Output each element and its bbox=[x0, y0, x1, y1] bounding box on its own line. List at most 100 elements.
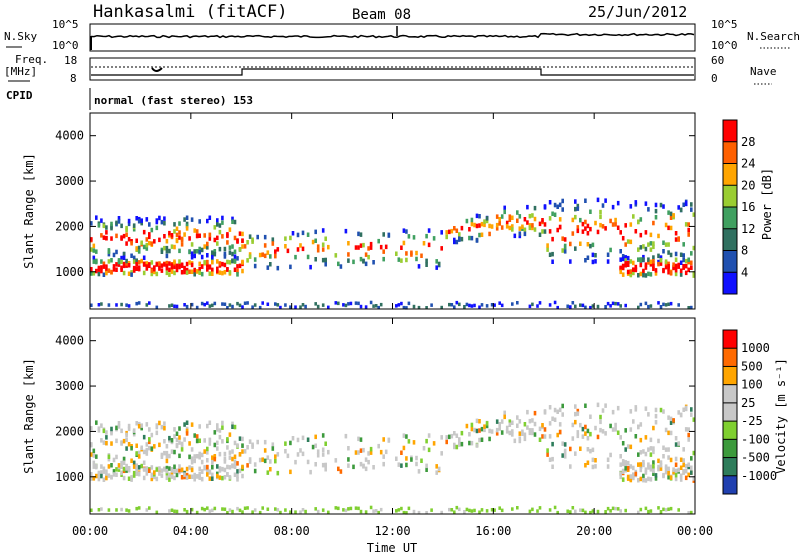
heatmap-cell bbox=[538, 437, 542, 442]
heatmap-cell bbox=[632, 419, 635, 424]
heatmap-cell bbox=[500, 419, 504, 424]
heatmap-cell bbox=[115, 438, 118, 444]
heatmap-cell bbox=[692, 417, 696, 422]
heatmap-cell bbox=[475, 223, 479, 229]
colorbar-tick-label: 24 bbox=[741, 157, 755, 171]
heatmap-cell bbox=[576, 430, 580, 435]
heatmap-cell bbox=[180, 442, 184, 448]
heatmap-cell bbox=[561, 207, 564, 212]
heatmap-cell bbox=[417, 469, 421, 474]
heatmap-cell bbox=[163, 234, 166, 239]
heatmap-cell bbox=[137, 471, 141, 477]
heatmap-cell bbox=[523, 217, 527, 222]
heatmap-cell bbox=[359, 256, 363, 262]
heatmap-cell bbox=[440, 435, 443, 440]
heatmap-cell bbox=[589, 305, 592, 310]
heatmap-cell bbox=[684, 263, 688, 269]
heatmap-cell bbox=[226, 259, 229, 265]
heatmap-cell bbox=[639, 232, 643, 238]
heatmap-cell bbox=[412, 509, 416, 514]
heatmap-cell bbox=[367, 254, 370, 260]
heatmap-cell bbox=[100, 464, 103, 469]
heatmap-cell bbox=[621, 236, 625, 241]
heatmap-cell bbox=[599, 214, 602, 220]
heatmap-cell bbox=[579, 217, 582, 223]
heatmap-cell bbox=[173, 464, 176, 469]
heatmap-cell bbox=[402, 433, 406, 438]
heatmap-cell bbox=[516, 210, 519, 215]
heatmap-cell bbox=[470, 426, 474, 432]
heatmap-cell bbox=[690, 510, 693, 515]
colorbar-segment bbox=[723, 330, 737, 349]
heatmap-cell bbox=[185, 466, 189, 472]
heatmap-cell bbox=[475, 238, 479, 243]
heatmap-cell bbox=[649, 467, 653, 472]
heatmap-cell bbox=[193, 249, 196, 254]
time-tick-label: 00:00 bbox=[677, 524, 713, 538]
heatmap-cell bbox=[548, 229, 552, 234]
heatmap-cell bbox=[473, 303, 476, 308]
heatmap-cell bbox=[135, 216, 138, 221]
heatmap-cell bbox=[190, 217, 194, 222]
heatmap-cell bbox=[337, 301, 340, 306]
heatmap-cell bbox=[425, 438, 428, 444]
heatmap-cell bbox=[654, 208, 658, 214]
heatmap-cell bbox=[667, 466, 670, 472]
heatmap-cell bbox=[395, 304, 398, 308]
heatmap-cell bbox=[574, 404, 577, 409]
heatmap-cell bbox=[170, 468, 174, 473]
heatmap-cell bbox=[90, 476, 93, 481]
heatmap-cell bbox=[669, 506, 673, 511]
heatmap-cell bbox=[551, 236, 554, 242]
heatmap-cell bbox=[170, 269, 174, 274]
heatmap-cell bbox=[263, 234, 267, 240]
heatmap-cell bbox=[344, 228, 348, 234]
heatmap-cell bbox=[165, 454, 169, 459]
heatmap-cell bbox=[505, 429, 509, 434]
heatmap-cell bbox=[561, 403, 564, 409]
heatmap-cell bbox=[100, 302, 103, 306]
heatmap-cell bbox=[180, 475, 184, 480]
heatmap-cell bbox=[435, 265, 438, 270]
heatmap-cell bbox=[425, 463, 428, 469]
heatmap-cell bbox=[652, 263, 655, 269]
heatmap-cell bbox=[90, 472, 93, 477]
heatmap-cell bbox=[263, 243, 267, 248]
heatmap-cell bbox=[178, 453, 181, 459]
heatmap-cell bbox=[687, 306, 690, 310]
heatmap-cell bbox=[639, 302, 643, 307]
colorbar-tick-label: 8 bbox=[741, 244, 748, 258]
heatmap-cell bbox=[198, 471, 201, 477]
heatmap-cell bbox=[518, 231, 522, 236]
heatmap-cell bbox=[538, 426, 542, 432]
heatmap-cell bbox=[153, 470, 156, 475]
heatmap-cell bbox=[269, 254, 272, 259]
heatmap-cell bbox=[425, 233, 428, 239]
heatmap-cell bbox=[221, 420, 224, 426]
heatmap-cell bbox=[553, 300, 557, 305]
heatmap-cell bbox=[485, 509, 489, 513]
colorbar-segment bbox=[723, 120, 737, 142]
heatmap-cell bbox=[586, 255, 590, 260]
heatmap-cell bbox=[629, 474, 633, 479]
heatmap-cell bbox=[236, 272, 239, 277]
heatmap-cell bbox=[289, 440, 292, 446]
heatmap-cell bbox=[163, 439, 166, 444]
heatmap-cell bbox=[97, 428, 101, 433]
heatmap-cell bbox=[208, 509, 212, 513]
heatmap-cell bbox=[604, 431, 607, 436]
heatmap-cell bbox=[284, 508, 287, 512]
heatmap-cell bbox=[226, 445, 229, 450]
heatmap-cell bbox=[682, 202, 685, 207]
heatmap-cell bbox=[473, 222, 476, 228]
heatmap-cell bbox=[652, 460, 655, 465]
heatmap-cell bbox=[173, 270, 176, 276]
heatmap-cell bbox=[216, 440, 219, 446]
heatmap-cell bbox=[677, 441, 680, 446]
heatmap-cell bbox=[261, 252, 264, 257]
heatmap-cell bbox=[679, 260, 683, 265]
heatmap-cell bbox=[344, 433, 348, 439]
heatmap-cell bbox=[455, 228, 459, 233]
heatmap-cell bbox=[581, 229, 585, 234]
heatmap-cell bbox=[629, 259, 633, 264]
